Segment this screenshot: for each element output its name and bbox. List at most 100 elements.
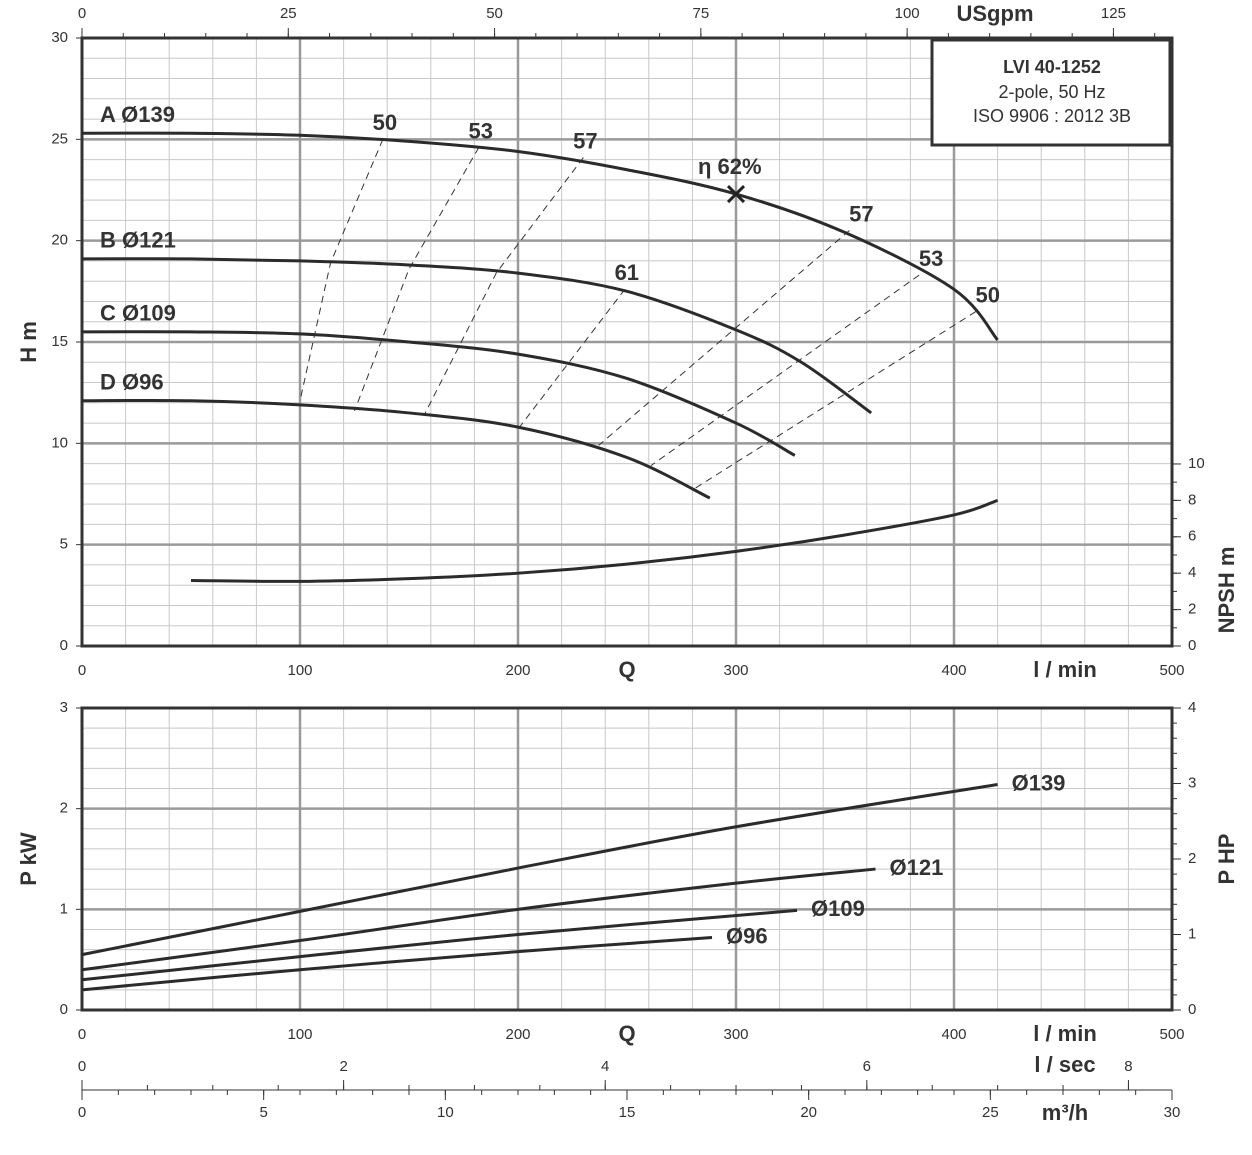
x-tick-label: 0: [78, 1026, 86, 1043]
extra-tick-label: 2: [339, 1058, 347, 1075]
x2-tick-label: 100: [895, 5, 920, 22]
x2-tick-label: 75: [693, 5, 710, 22]
y-tick-label: 30: [51, 29, 68, 46]
efficiency-label: 53: [469, 118, 493, 143]
x-tick-label: 100: [287, 1026, 312, 1043]
info-box: [930, 38, 1172, 147]
curve: [81, 936, 713, 992]
extra-tick-label: 8: [1124, 1058, 1132, 1075]
x-tick-label: 300: [723, 662, 748, 679]
extra-tick-label: 5: [259, 1104, 267, 1121]
curve-label: C Ø109: [100, 301, 176, 326]
curve-label: D Ø96: [100, 370, 164, 395]
curve-label: B Ø121: [100, 228, 176, 253]
y-tick-label: 25: [51, 130, 68, 147]
x-axis-label: Q: [618, 657, 635, 682]
x2-axis-label: USgpm: [957, 1, 1034, 26]
bep-label: η 62%: [698, 154, 762, 179]
extra-tick-label: 0: [78, 1058, 86, 1075]
y2-tick-label: 2: [1188, 601, 1196, 618]
efficiency-line: [423, 157, 584, 416]
curve-label: Ø109: [811, 896, 865, 921]
y-tick-label: 3: [60, 699, 68, 716]
x-tick-label: 0: [78, 662, 86, 679]
y-tick-label: 5: [60, 536, 68, 553]
y2-tick-label: 6: [1188, 528, 1196, 545]
y-tick-label: 2: [60, 800, 68, 817]
extra-tick-label: 0: [78, 1104, 86, 1121]
y-tick-label: 0: [60, 637, 68, 654]
y-tick-label: 20: [51, 232, 68, 249]
curve-label: Ø96: [726, 923, 768, 948]
x-tick-label: 400: [941, 1026, 966, 1043]
y-tick-label: 0: [60, 1001, 68, 1018]
extra-tick-label: 30: [1164, 1104, 1181, 1121]
x-tick-label: 300: [723, 1026, 748, 1043]
extra-tick-label: 10: [437, 1104, 454, 1121]
x-tick-label: 200: [505, 1026, 530, 1043]
curve: [81, 330, 796, 457]
efficiency-line: [299, 139, 384, 401]
y-tick-label: 1: [60, 900, 68, 917]
y2-axis-label: NPSH m: [1214, 547, 1239, 634]
x-axis-unit: l / min: [1033, 657, 1097, 682]
curve: [81, 908, 798, 982]
extra-tick-label: 25: [982, 1104, 999, 1121]
plot-frame: [80, 706, 1174, 1012]
curve: [81, 257, 873, 415]
y-axis-label: P kW: [16, 832, 41, 886]
y2-axis-label: P HP: [1214, 834, 1239, 885]
y2-tick-label: 0: [1188, 1001, 1196, 1018]
y2-tick-label: 2: [1188, 850, 1196, 867]
efficiency-line: [692, 311, 977, 491]
y-axis-label: H m: [16, 321, 41, 363]
y2-tick-label: 10: [1188, 455, 1205, 472]
extra-tick-label: 20: [800, 1104, 817, 1121]
x2-tick-label: 25: [280, 5, 297, 22]
y2-tick-label: 1: [1188, 925, 1196, 942]
x-axis-label: Q: [618, 1021, 635, 1046]
extra-axis-label: l / sec: [1034, 1052, 1095, 1077]
efficiency-label: 61: [615, 260, 639, 285]
extra-tick-label: 4: [601, 1058, 609, 1075]
y-tick-label: 10: [51, 434, 68, 451]
y2-tick-label: 8: [1188, 491, 1196, 508]
y2-tick-label: 3: [1188, 774, 1196, 791]
plot-frame: [80, 36, 1174, 648]
x-tick-label: 500: [1159, 662, 1184, 679]
x-tick-label: 500: [1159, 1026, 1184, 1043]
efficiency-label: 50: [373, 110, 397, 135]
y2-tick-label: 4: [1188, 699, 1196, 716]
efficiency-label: 57: [573, 128, 597, 153]
efficiency-line: [650, 274, 920, 467]
y2-tick-label: 0: [1188, 637, 1196, 654]
curve: [81, 398, 711, 500]
curve: [81, 783, 998, 957]
extra-tick-label: 6: [863, 1058, 871, 1075]
x-axis-unit: l / min: [1033, 1021, 1097, 1046]
x-tick-label: 400: [941, 662, 966, 679]
efficiency-label: 57: [849, 201, 873, 226]
x-tick-label: 100: [287, 662, 312, 679]
x2-tick-label: 0: [78, 5, 86, 22]
curve-label: Ø139: [1012, 770, 1066, 795]
info-title: LVI 40-1252: [1003, 57, 1101, 77]
y-tick-label: 15: [51, 333, 68, 350]
curve-label: A Ø139: [100, 102, 175, 127]
x2-tick-label: 125: [1101, 5, 1126, 22]
bep-marker: [726, 184, 746, 204]
x2-tick-label: 50: [486, 5, 503, 22]
extra-axis-label: m³/h: [1042, 1100, 1088, 1125]
y2-tick-label: 4: [1188, 564, 1196, 581]
info-line: 2-pole, 50 Hz: [998, 82, 1105, 102]
efficiency-label: 50: [976, 282, 1000, 307]
curve-label: Ø121: [890, 855, 944, 880]
curve: [81, 867, 876, 972]
curve: [190, 498, 999, 583]
x-tick-label: 200: [505, 662, 530, 679]
efficiency-label: 53: [919, 246, 943, 271]
efficiency-line: [354, 147, 480, 412]
efficiency-line: [517, 289, 626, 430]
info-line: ISO 9906 : 2012 3B: [973, 106, 1131, 126]
